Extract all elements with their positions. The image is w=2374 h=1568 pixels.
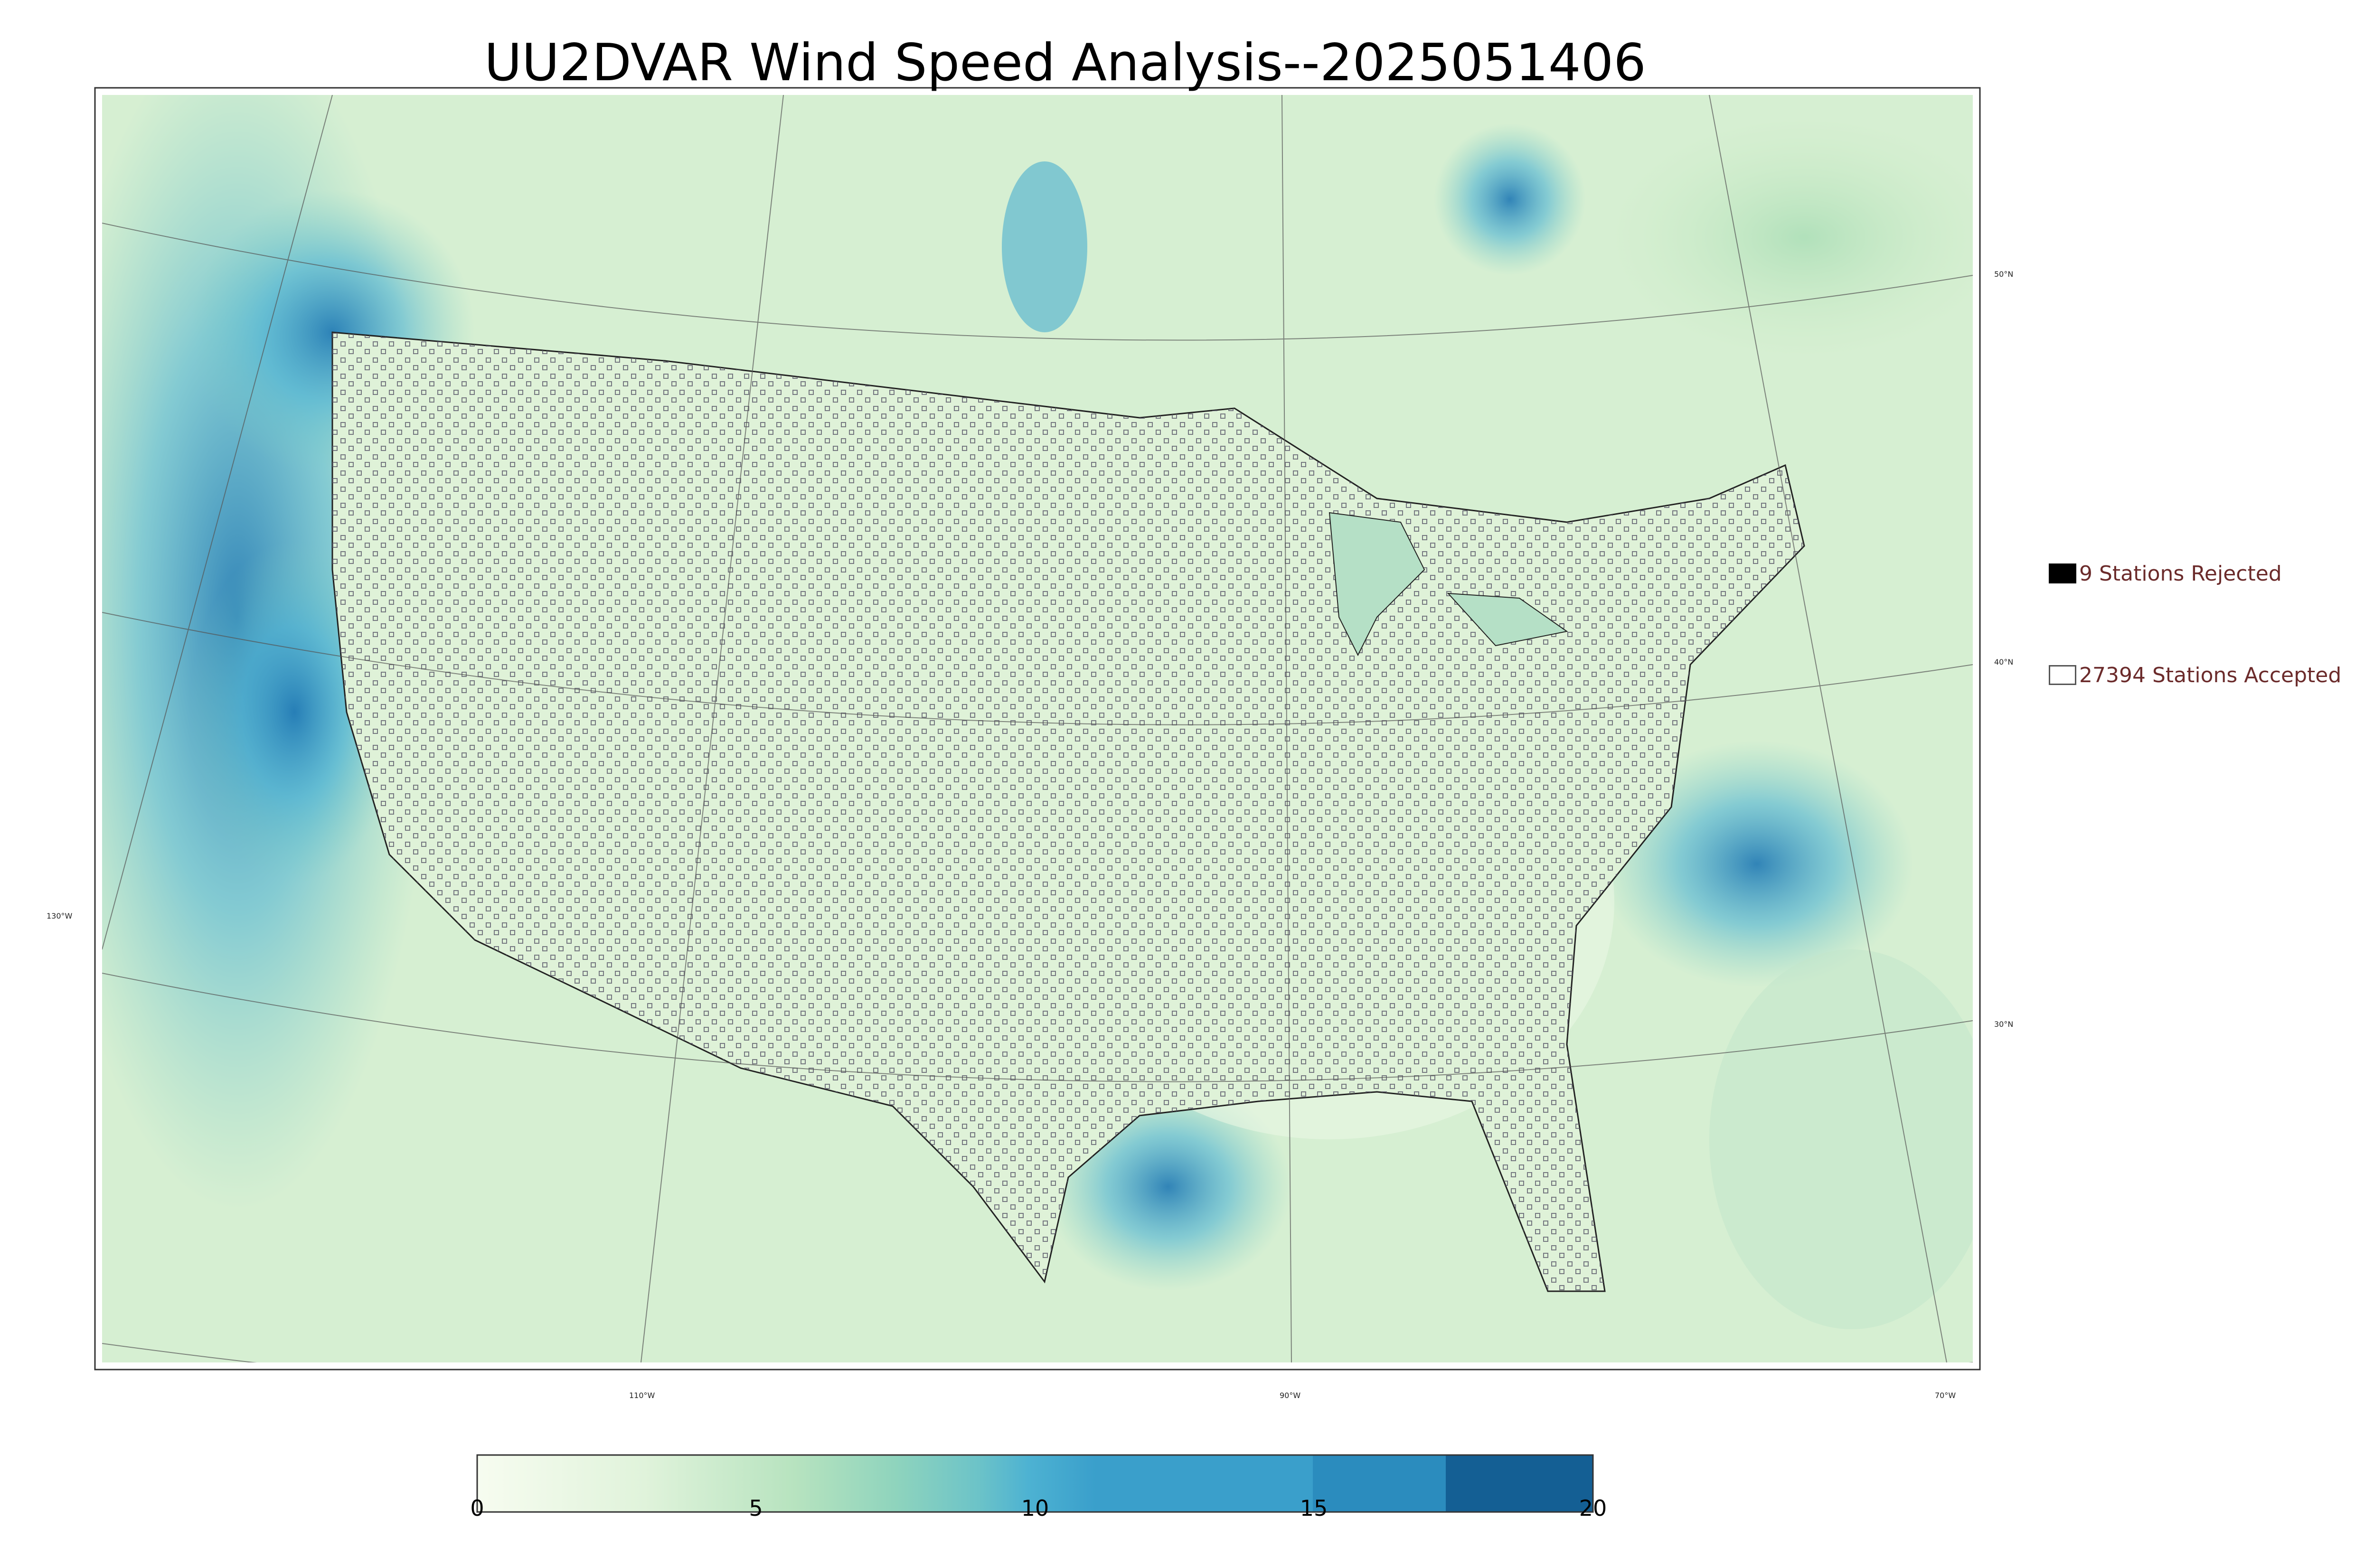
- colorbar-frame: [476, 1454, 1594, 1513]
- colorbar-tick-10: 10: [1021, 1495, 1049, 1521]
- lon-label-90w: 90°W: [1280, 1391, 1301, 1400]
- legend-accepted-label: 27394 Stations Accepted: [2079, 663, 2342, 687]
- colorbar-band-15: [1313, 1455, 1446, 1512]
- map-panel: [94, 87, 1981, 1371]
- colorbar-tick-20: 20: [1579, 1495, 1607, 1521]
- colorbar-tick-15: 15: [1300, 1495, 1328, 1521]
- great-lakes: [1328, 512, 1568, 657]
- colorbar-tick-5: 5: [749, 1495, 763, 1521]
- colorbar: [476, 1454, 1594, 1513]
- colorbar-tick-0: 0: [470, 1495, 484, 1521]
- legend-accepted: 27394 Stations Accepted: [2049, 661, 2341, 689]
- legend-accepted-swatch: [2049, 665, 2076, 685]
- colorbar-band-17: [1446, 1455, 1593, 1512]
- colorbar-gradient: [477, 1455, 1313, 1512]
- legend-rejected-swatch: [2049, 563, 2076, 583]
- graticule: [102, 95, 1973, 1362]
- lon-label-130w: 130°W: [47, 911, 73, 920]
- legend-rejected-label: 9 Stations Rejected: [2079, 561, 2282, 586]
- lat-label-40n: 40°N: [1994, 657, 2014, 667]
- lon-label-110w: 110°W: [629, 1391, 655, 1400]
- lon-label-70w: 70°W: [1935, 1391, 1956, 1400]
- map-title: UU2DVAR Wind Speed Analysis--2025051406: [484, 33, 1646, 93]
- lat-label-30n: 30°N: [1994, 1020, 2014, 1029]
- lat-label-50n: 50°N: [1994, 270, 2014, 279]
- legend-rejected: 9 Stations Rejected: [2049, 559, 2282, 588]
